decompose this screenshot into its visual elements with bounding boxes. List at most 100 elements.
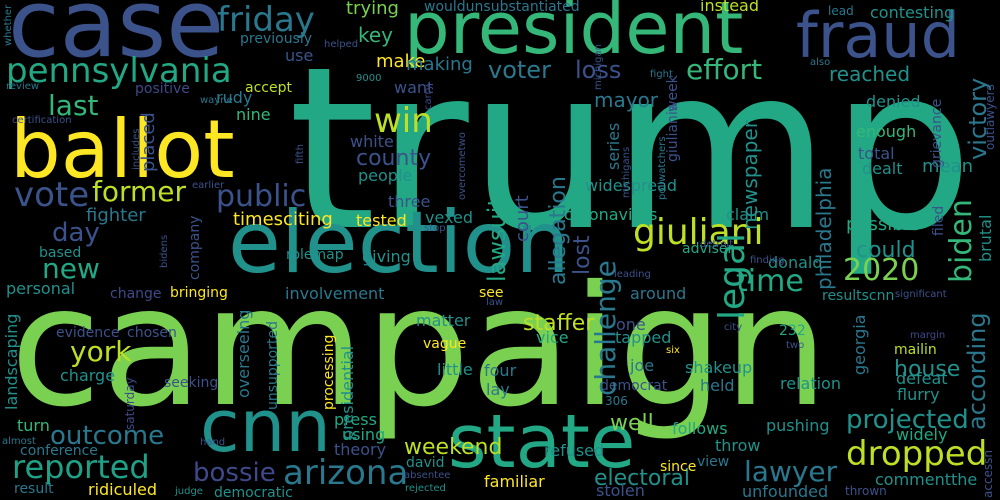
word-widely: widely (896, 425, 948, 444)
word-cnn: cnn (200, 384, 331, 468)
word-turn: turn (17, 416, 50, 435)
word-around: around (630, 284, 687, 303)
word-charge: charge (60, 366, 116, 385)
word-rudy: rudy (216, 88, 253, 107)
word-case: case (8, 0, 225, 79)
word-fifth: fifth (295, 144, 306, 164)
word-lead: lead (828, 4, 854, 18)
word-tested: tested (356, 211, 407, 230)
word-three: three (388, 192, 431, 211)
word-ballot: ballot (10, 103, 235, 196)
word-stop: stop (424, 223, 446, 234)
word-landscaping: landscaping (2, 313, 21, 410)
word-mayor: mayor (594, 88, 659, 112)
word-judge: judge (175, 486, 203, 497)
word-review: review (6, 81, 40, 92)
word-challenge: challenge (589, 260, 622, 396)
word-coronavirus: coronavirus (564, 205, 658, 224)
word-vague: vague (423, 336, 467, 352)
word-follows: follows (672, 419, 728, 438)
word-four: four (484, 361, 517, 380)
word-filed: filed (931, 205, 947, 236)
word-evidence: evidence (56, 325, 120, 341)
word-brutal: brutal (976, 214, 995, 262)
word-finding: finding (750, 255, 785, 266)
word-relation: relation (780, 374, 841, 393)
word-pennsylvania: pennsylvania (6, 51, 232, 91)
word-placed: placed (138, 112, 159, 172)
word-familiar: familiar (484, 472, 545, 491)
word-previously: previously (240, 31, 313, 47)
word-defeat: defeat (896, 369, 948, 388)
word-company: company (187, 215, 203, 280)
word-day: day (52, 218, 100, 248)
word-michigan: michigan (593, 44, 604, 90)
word-view: view (697, 454, 730, 470)
word-refused: refused (544, 441, 605, 460)
word-outcome: outcome (50, 421, 165, 451)
word-bringing: bringing (170, 285, 228, 301)
word-could: could (856, 238, 916, 263)
word-court: court (512, 195, 533, 242)
word-carry: carry (423, 84, 434, 110)
word-state: state (448, 399, 636, 485)
word-rejected: rejected (405, 483, 446, 494)
word-rolemap: rolemap (286, 247, 344, 263)
word-donald: donald (768, 253, 823, 272)
word-little: little (437, 360, 473, 379)
word-georgia: georgia (850, 314, 869, 376)
word-helped: helped (324, 39, 359, 50)
word-reported: reported (12, 448, 150, 486)
word-use: use (285, 46, 314, 65)
word-conference: conference (20, 443, 98, 459)
word-commentthe: commentthe (875, 470, 978, 489)
word-personal: personal (6, 279, 76, 298)
word-timesciting: timesciting (233, 209, 333, 230)
word-mailin: mailin (894, 342, 937, 358)
word-hand: hand (200, 437, 226, 448)
word-public: public (216, 179, 307, 214)
word-overseeing: overseeing (234, 309, 253, 398)
word-whether: whether (3, 4, 14, 46)
word-9000: 9000 (356, 73, 382, 84)
word-matter: matter (416, 311, 471, 330)
word-significant: significant (895, 289, 947, 300)
word-six: six (666, 345, 680, 356)
word-loss: loss (575, 56, 622, 84)
word-wouldunsubstantiated: wouldunsubstantiated (424, 0, 580, 15)
word-unsupported: unsupported (265, 321, 281, 410)
word-week: week (665, 75, 681, 112)
word-trump: trump (288, 19, 974, 281)
word-bossie: bossie (193, 458, 276, 488)
word-thrown: thrown (845, 484, 887, 498)
word-last: last (48, 89, 99, 122)
word-total: total (858, 144, 895, 163)
word-includes: includes (131, 128, 142, 170)
word-stolen: stolen (596, 481, 645, 500)
word-giving: giving (362, 247, 411, 266)
word-county: county (356, 146, 432, 171)
word-also: also (810, 57, 831, 68)
word-lost: lost (570, 235, 595, 275)
word-former: former (92, 175, 187, 208)
word-possible: possible (846, 214, 920, 235)
word-want: want (394, 78, 434, 97)
word-voter: voter (488, 56, 551, 84)
word-leading: leading (614, 269, 651, 280)
word-accept: accept (245, 80, 292, 96)
word-campaign: campaign (10, 251, 829, 444)
word-giuliani: giuliani (633, 212, 764, 253)
word-lay: lay (486, 380, 510, 399)
word-pushing: pushing (766, 416, 830, 435)
word-staffer: staffer (523, 311, 595, 336)
word-result: result (14, 481, 54, 497)
word-according: according (963, 312, 991, 430)
word-nine: nine (236, 105, 271, 124)
word-earlier: earlier (192, 180, 225, 191)
word-law: law (486, 297, 504, 308)
word-allegation: allegation (546, 176, 571, 285)
word-resultscnn: resultscnn (822, 288, 895, 304)
word-effort: effort (686, 53, 763, 86)
word-306: 306 (605, 394, 628, 408)
